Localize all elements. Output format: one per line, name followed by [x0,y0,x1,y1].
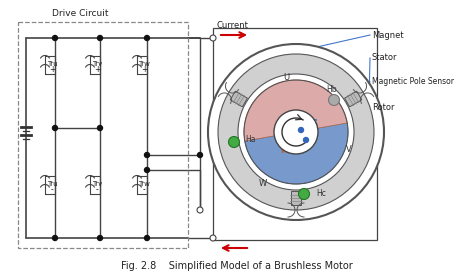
Circle shape [299,128,303,133]
Circle shape [53,235,57,240]
Circle shape [303,138,309,143]
Circle shape [238,74,354,190]
Text: Rotor: Rotor [372,104,394,112]
Text: Trw: Trw [138,61,150,67]
Circle shape [145,235,149,240]
Text: Tru: Tru [46,181,57,187]
Text: Trv: Trv [92,61,102,67]
Polygon shape [291,191,301,205]
Polygon shape [345,91,362,107]
Text: Current: Current [216,21,248,30]
Circle shape [218,54,374,210]
Text: W: W [259,179,267,189]
Text: Ha: Ha [245,136,255,145]
Circle shape [53,126,57,131]
Text: +: + [141,66,147,74]
Polygon shape [230,91,247,107]
Text: Drive Circuit: Drive Circuit [52,9,108,18]
Circle shape [98,235,102,240]
Circle shape [145,167,149,172]
Text: Tru: Tru [46,61,57,67]
Circle shape [328,95,339,105]
Text: Magnetic Pole Sensor: Magnetic Pole Sensor [372,78,454,86]
Circle shape [145,35,149,40]
Text: Fig. 2.8    Simplified Model of a Brushless Motor: Fig. 2.8 Simplified Model of a Brushless… [121,261,353,271]
Circle shape [208,44,384,220]
Text: S: S [310,119,318,129]
Circle shape [228,136,239,148]
Text: Trv: Trv [92,181,102,187]
Circle shape [145,153,149,158]
Wedge shape [244,80,347,141]
Wedge shape [245,123,348,184]
Circle shape [210,235,216,241]
Text: Stator: Stator [372,54,398,62]
Circle shape [198,153,202,158]
Circle shape [98,35,102,40]
Text: Hb: Hb [327,85,337,95]
Text: N: N [280,145,288,155]
Circle shape [98,126,102,131]
Text: -: - [143,186,146,194]
Text: +: + [94,66,100,74]
Text: -: - [51,186,54,194]
Circle shape [53,35,57,40]
Circle shape [197,207,203,213]
Text: -: - [96,186,99,194]
Text: Trw: Trw [138,181,150,187]
Text: U: U [283,73,289,81]
Text: V: V [346,146,352,155]
Circle shape [299,189,310,199]
Text: +: + [49,66,55,74]
Text: Hc: Hc [316,189,326,198]
Text: Magnet: Magnet [372,30,404,40]
Circle shape [210,35,216,41]
Circle shape [274,110,318,154]
